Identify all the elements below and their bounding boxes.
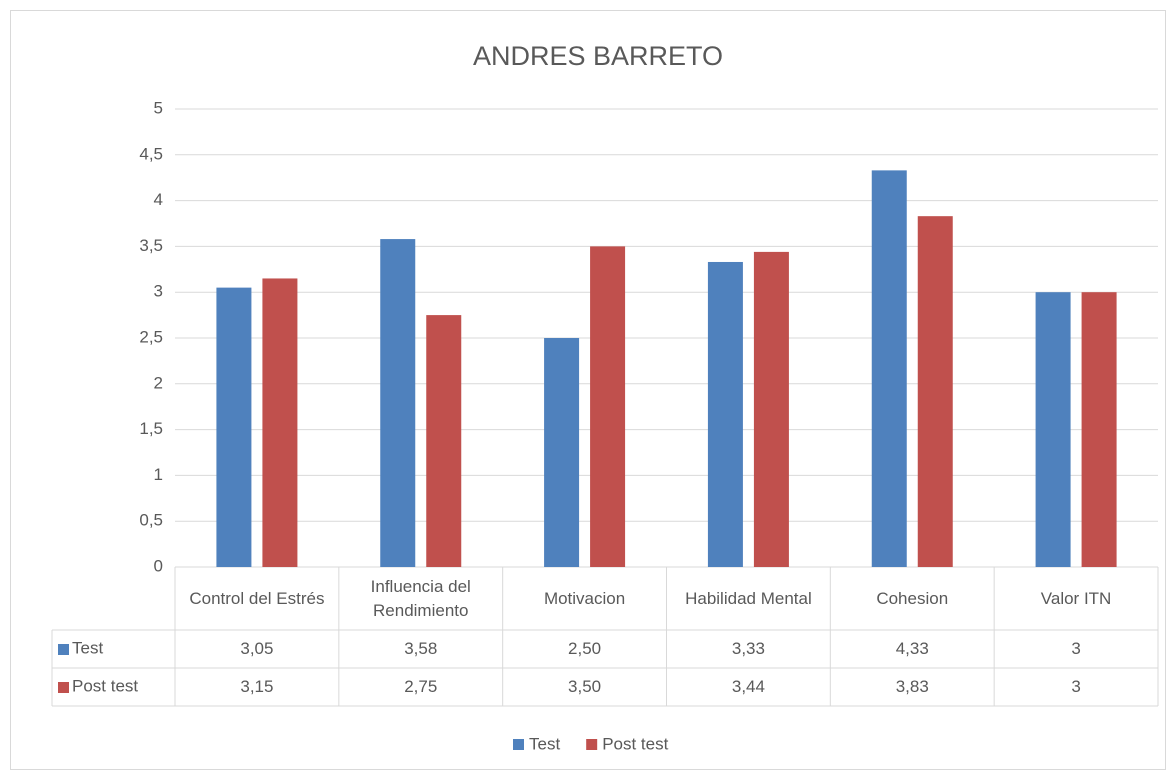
y-tick-label: 2 [154,373,163,392]
table-legend-key [58,644,69,655]
table-value: 4,33 [895,639,929,658]
bar [544,338,580,567]
y-tick-label: 1 [154,465,163,484]
table-value: 2,50 [568,639,602,658]
y-tick-label: 5 [154,98,163,117]
table-value: 3 [1071,677,1081,696]
category-label: Cohesion [876,588,949,608]
bar [590,246,626,567]
y-tick-label: 3,5 [139,236,163,255]
bar [917,216,953,567]
bar [216,287,252,567]
table-value: 3,44 [731,677,765,696]
category-label: Habilidad Mental [685,588,812,608]
bar [753,251,789,567]
legend-key [586,739,598,750]
bar [380,239,416,567]
category-label: Influencia del Rendimiento [370,576,471,620]
table-value: 3 [1071,639,1081,658]
legend-label: Test [529,734,560,753]
chart-border [10,10,1166,770]
y-tick-label: 0,5 [139,511,163,530]
y-tick-label: 4 [154,190,163,209]
category-label: Motivacion [543,588,626,608]
table-legend-key [58,682,69,693]
bar [426,315,462,567]
bar [871,170,907,567]
legend-key [513,739,524,750]
bar [1081,292,1117,567]
legend-label: Post test [602,734,668,753]
table-value: 3,83 [895,677,929,696]
bar [707,261,743,567]
table-row-header: Post test [72,676,138,695]
bar [1035,292,1071,567]
table-value: 3,50 [568,677,602,696]
y-tick-label: 1,5 [139,419,163,438]
y-tick-label: 4,5 [139,144,163,163]
table-value: 3,15 [240,677,274,696]
category-label: Valor ITN [1040,588,1112,608]
bar [262,278,298,567]
category-label: Control del Estrés [189,588,325,608]
chart-title: ANDRES BARRETO [473,41,723,71]
y-tick-label: 2,5 [139,327,163,346]
table-value: 3,58 [404,639,438,658]
table-row-header: Test [72,638,103,657]
y-tick-label: 3 [154,282,163,301]
table-value: 3,33 [731,639,765,658]
table-value: 2,75 [404,677,438,696]
table-value: 3,05 [240,639,274,658]
y-tick-label: 0 [154,556,163,575]
